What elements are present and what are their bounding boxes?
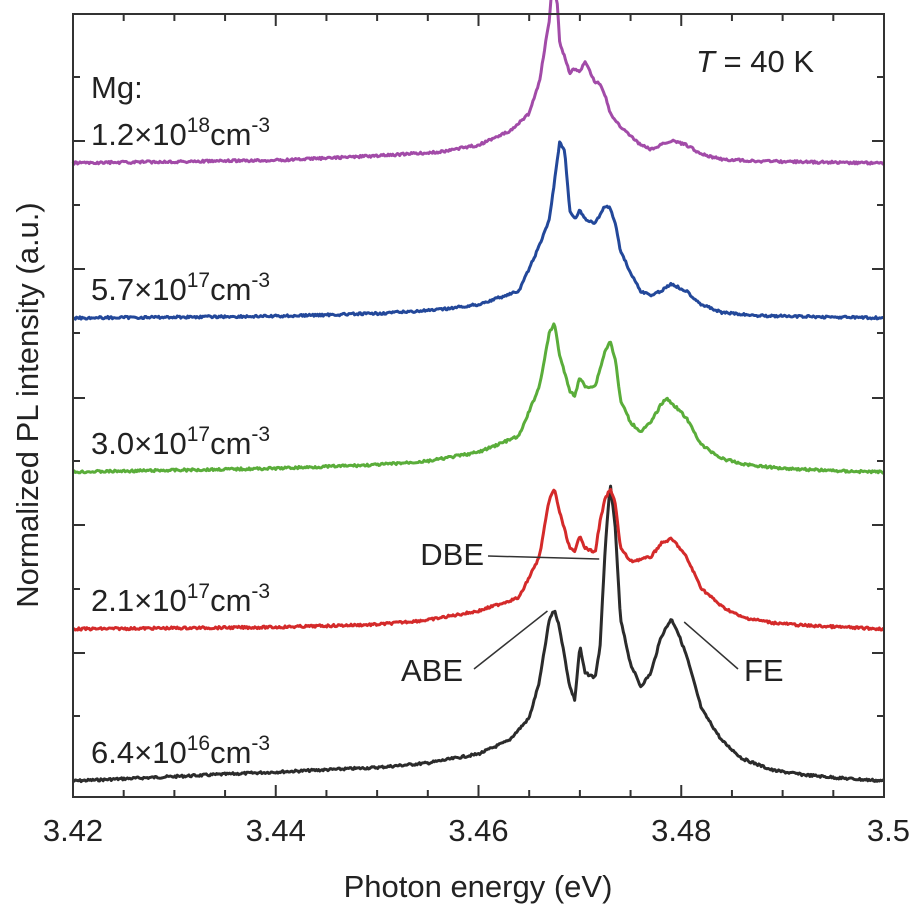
peak-label: ABE xyxy=(401,653,463,688)
series-label: 5.7×1017cm-3 xyxy=(91,269,270,307)
series-curves xyxy=(71,0,886,784)
peak-label: DBE xyxy=(420,537,484,572)
series-label: 3.0×1017cm-3 xyxy=(91,423,270,461)
series-line-2 xyxy=(72,322,885,475)
x-tick-label: 3.5 xyxy=(867,813,910,848)
x-tick-label: 3.42 xyxy=(43,813,103,848)
peak-label: FE xyxy=(744,653,784,688)
x-tick-label: 3.48 xyxy=(651,813,711,848)
series-line-3 xyxy=(72,140,885,321)
series-line-1 xyxy=(72,487,885,632)
series-label: 6.4×1016cm-3 xyxy=(91,732,270,770)
peak-leader-line xyxy=(473,610,548,670)
x-tick-label: 3.44 xyxy=(246,813,306,848)
axis-ticks xyxy=(72,14,885,797)
series-labels: 6.4×1016cm-3 2.1×1017cm-3 3.0×1017cm-3 5.7×… xyxy=(91,114,270,770)
series-line-0 xyxy=(72,484,885,784)
peak-leader-line xyxy=(487,555,600,560)
series-label: 2.1×1017cm-3 xyxy=(91,580,270,618)
x-tick-label: 3.46 xyxy=(448,813,508,848)
temperature-annotation: T = 40 K xyxy=(696,44,814,79)
x-axis-label: Photon energy (eV) xyxy=(344,869,613,904)
series-header: Mg: xyxy=(91,70,143,105)
peak-labels: ABE DBE FE xyxy=(401,537,784,688)
series-label: 1.2×1018cm-3 xyxy=(91,114,270,152)
series-line-4 xyxy=(71,0,886,166)
y-axis-label: Normalized PL intensity (a.u.) xyxy=(10,202,45,607)
x-tick-labels: 3.42 3.44 3.46 3.48 3.5 xyxy=(43,813,910,848)
peak-leader-line xyxy=(683,621,739,670)
